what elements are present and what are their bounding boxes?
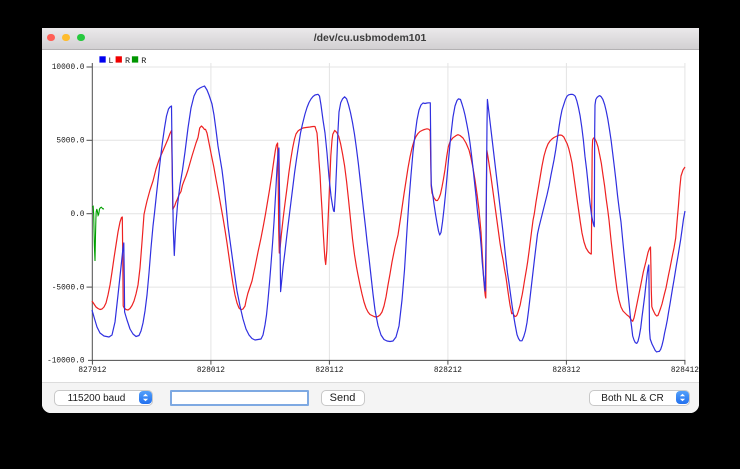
svg-text:828412: 828412 [671, 367, 699, 375]
svg-text:R: R [141, 56, 146, 66]
svg-text:0.0: 0.0 [70, 211, 84, 219]
svg-text:-5000.0: -5000.0 [52, 284, 85, 292]
svg-text:828012: 828012 [197, 367, 225, 375]
svg-text:827912: 827912 [78, 367, 106, 375]
svg-text:10000.0: 10000.0 [52, 64, 85, 72]
svg-text:828312: 828312 [552, 367, 580, 375]
svg-text:L: L [108, 56, 113, 66]
svg-text:828112: 828112 [315, 367, 343, 375]
svg-text:R: R [125, 56, 130, 66]
svg-text:828212: 828212 [434, 367, 462, 375]
svg-text:-10000.0: -10000.0 [47, 358, 85, 366]
svg-text:5000.0: 5000.0 [56, 138, 84, 146]
